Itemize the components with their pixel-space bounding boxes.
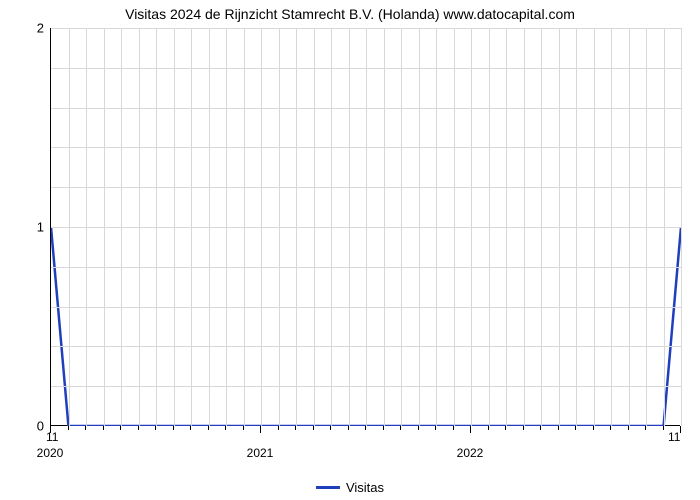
x-tick-minor <box>155 426 156 430</box>
grid-line-v <box>611 28 612 426</box>
x-tick-minor <box>558 426 559 430</box>
grid-line-v <box>681 28 682 426</box>
grid-line-v <box>366 28 367 426</box>
grid-line-v <box>174 28 175 426</box>
x-tick-minor <box>663 426 664 430</box>
corner-label-left: 11 <box>46 430 58 444</box>
x-tick-minor <box>243 426 244 430</box>
grid-line-v <box>419 28 420 426</box>
x-tick-minor <box>330 426 331 430</box>
grid-line-v <box>629 28 630 426</box>
x-tick-minor <box>68 426 69 430</box>
grid-line-v <box>244 28 245 426</box>
x-tick-minor <box>225 426 226 430</box>
grid-line-v <box>191 28 192 426</box>
grid-line-v <box>69 28 70 426</box>
x-tick-minor <box>540 426 541 430</box>
x-tick-minor <box>103 426 104 430</box>
x-tick-minor <box>85 426 86 430</box>
grid-line-v <box>261 28 262 426</box>
grid-line-v <box>436 28 437 426</box>
x-tick-major <box>260 426 261 433</box>
corner-label-right: 11 <box>668 430 680 444</box>
x-tick-minor <box>628 426 629 430</box>
grid-line-v <box>139 28 140 426</box>
grid-line-v <box>296 28 297 426</box>
x-tick-minor <box>645 426 646 430</box>
x-tick-minor <box>505 426 506 430</box>
grid-line-v <box>401 28 402 426</box>
x-tick-minor <box>593 426 594 430</box>
grid-line-v <box>524 28 525 426</box>
grid-line-v <box>664 28 665 426</box>
x-tick-minor <box>190 426 191 430</box>
grid-line-v <box>454 28 455 426</box>
x-tick-minor <box>418 426 419 430</box>
x-tick-minor <box>348 426 349 430</box>
grid-line-v <box>349 28 350 426</box>
grid-line-v <box>86 28 87 426</box>
grid-line-v <box>559 28 560 426</box>
legend: Visitas <box>316 480 384 495</box>
x-tick-minor <box>313 426 314 430</box>
grid-line-v <box>384 28 385 426</box>
chart-container: Visitas 2024 de Rijnzicht Stamrecht B.V.… <box>0 0 700 500</box>
grid-line-v <box>506 28 507 426</box>
x-tick-major <box>470 426 471 433</box>
x-tick-label: 2020 <box>37 446 64 460</box>
x-tick-minor <box>523 426 524 430</box>
legend-label: Visitas <box>346 480 384 495</box>
x-tick-minor <box>173 426 174 430</box>
grid-line-v <box>156 28 157 426</box>
x-tick-minor <box>278 426 279 430</box>
x-tick-minor <box>610 426 611 430</box>
chart-title: Visitas 2024 de Rijnzicht Stamrecht B.V.… <box>0 6 700 22</box>
x-tick-minor <box>138 426 139 430</box>
x-tick-label: 2021 <box>247 446 274 460</box>
x-tick-minor <box>488 426 489 430</box>
x-tick-minor <box>365 426 366 430</box>
grid-line-v <box>279 28 280 426</box>
y-tick-label: 0 <box>14 419 44 434</box>
x-tick-minor <box>383 426 384 430</box>
legend-swatch <box>316 486 340 489</box>
y-tick-label: 1 <box>14 220 44 235</box>
grid-line-v <box>489 28 490 426</box>
x-tick-minor <box>208 426 209 430</box>
grid-line-v <box>646 28 647 426</box>
grid-line-v <box>471 28 472 426</box>
grid-line-v <box>104 28 105 426</box>
x-tick-minor <box>435 426 436 430</box>
x-tick-label: 2022 <box>457 446 484 460</box>
grid-line-v <box>226 28 227 426</box>
grid-line-v <box>594 28 595 426</box>
x-tick-minor <box>400 426 401 430</box>
x-tick-minor <box>120 426 121 430</box>
x-tick-minor <box>295 426 296 430</box>
grid-line-v <box>121 28 122 426</box>
y-tick-label: 2 <box>14 21 44 36</box>
plot-area <box>50 28 680 426</box>
x-tick-minor <box>575 426 576 430</box>
grid-line-v <box>541 28 542 426</box>
grid-line-v <box>331 28 332 426</box>
grid-line-v <box>576 28 577 426</box>
grid-line-v <box>209 28 210 426</box>
grid-line-v <box>314 28 315 426</box>
x-tick-minor <box>453 426 454 430</box>
